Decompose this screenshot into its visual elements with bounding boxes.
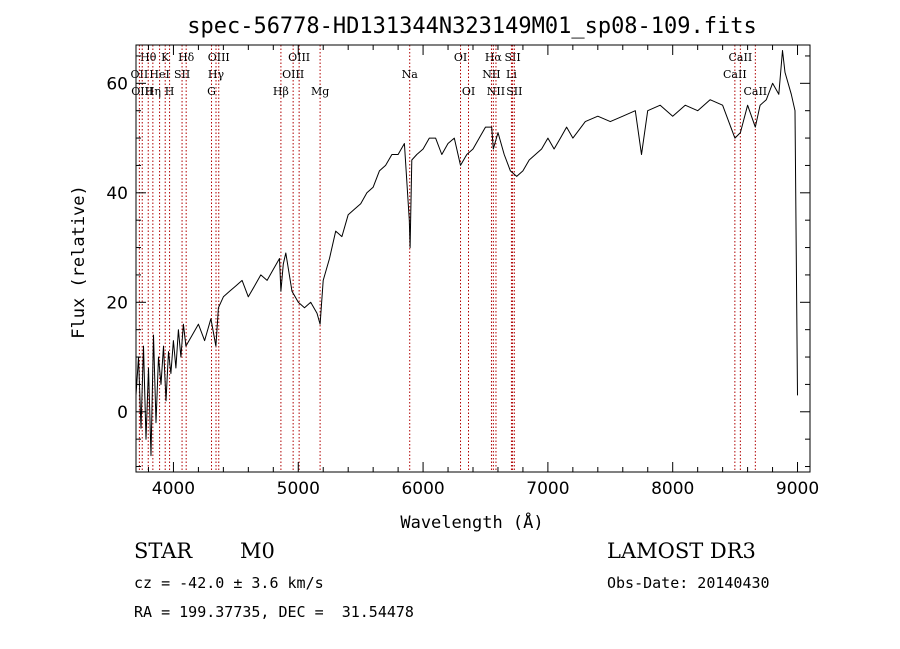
spectral-line-label: Hη	[145, 85, 161, 98]
y-tick-label: 0	[117, 403, 128, 423]
x-tick-label: 4000	[152, 479, 195, 499]
spectral-line-label: H	[165, 85, 175, 98]
spectral-line-label: G	[207, 85, 216, 98]
spectral-line-label: Mg	[311, 85, 329, 98]
y-tick-label: 20	[106, 293, 128, 313]
spectral-line-label: Na	[402, 68, 419, 81]
series-layer	[135, 50, 798, 457]
spectral-line-label: SII	[506, 85, 522, 98]
spectral-subclass: M0	[240, 539, 275, 563]
spectral-line-label: OIII	[288, 51, 310, 64]
obs-date-text: Obs-Date: 20140430	[607, 574, 770, 592]
y-axis-label: Flux (relative)	[69, 185, 89, 339]
x-tick-label: 6000	[401, 479, 444, 499]
spectral-line-label: SII	[504, 51, 520, 64]
x-tick-label: 9000	[776, 479, 819, 499]
spectral-line-label: OI	[454, 51, 467, 64]
spectrum-series-line	[135, 50, 798, 457]
object-class: STAR	[134, 539, 193, 563]
spectral-line-label: Hβ	[273, 85, 289, 98]
spectral-line-label: NII	[482, 68, 500, 81]
spectral-line-label: OI	[462, 85, 475, 98]
redshift-text: cz = -42.0 ± 3.6 km/s	[134, 574, 324, 592]
spectral-line-label: OIII	[131, 85, 153, 98]
spectral-line-label: HeI	[149, 68, 169, 81]
spectral-line-label: K	[161, 51, 170, 64]
axis-ticks: 4000 5000 6000 7000 8000 9000 0 20 40 60	[106, 45, 819, 499]
spectral-line-label: Li	[506, 68, 517, 81]
coordinates-text: RA = 199.37735, DEC = 31.54478	[134, 603, 414, 621]
x-axis-label: Wavelength (Å)	[400, 511, 543, 533]
spectral-line-label: CaII	[729, 51, 753, 64]
spectral-line-label: NII	[487, 85, 505, 98]
spectral-line-label: Hγ	[208, 68, 225, 81]
spectral-line-label: OIII	[208, 51, 230, 64]
spectral-line-label: Hα	[485, 51, 503, 64]
y-tick-label: 40	[106, 184, 128, 204]
y-tick-label: 60	[106, 74, 128, 94]
chart-title: spec-56778-HD131344N323149M01_sp08-109.f…	[187, 14, 757, 39]
spectral-line-label: SII	[174, 68, 190, 81]
spectral-line-label: OIII	[282, 68, 304, 81]
spectral-lines-layer: Hθ OII OIII HeI K Hη H Hδ SII OIII Hγ G OIII OIII Hβ Mg…	[131, 45, 767, 472]
x-tick-label: 8000	[651, 479, 694, 499]
spectral-line-label: Hδ	[178, 51, 195, 64]
spectral-line-label: CaII	[723, 68, 747, 81]
spectral-line-label: CaII	[743, 85, 767, 98]
plot-frame	[135, 44, 811, 473]
x-tick-label: 7000	[526, 479, 569, 499]
x-tick-label: 5000	[277, 479, 320, 499]
spectral-line-label: OII	[131, 68, 149, 81]
survey-name: LAMOST DR3	[607, 539, 756, 563]
spectral-line-label: Hθ	[140, 51, 157, 64]
